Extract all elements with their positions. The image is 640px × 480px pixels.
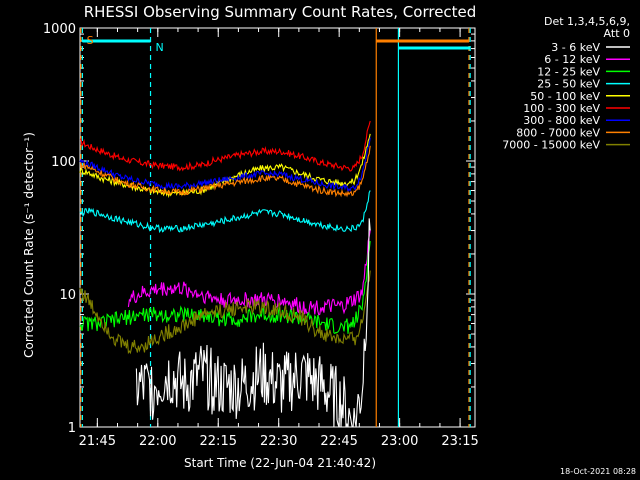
y-axis-label: Corrected Count Rate (s⁻¹ detector⁻¹) bbox=[22, 132, 36, 358]
y-tick-label: 100 bbox=[51, 155, 76, 170]
x-tick-label: 23:15 bbox=[441, 434, 478, 449]
legend-entry-label: 300 - 800 keV bbox=[523, 114, 600, 127]
series-line bbox=[127, 230, 371, 317]
legend-header-1: Det 1,3,4,5,6,9, bbox=[544, 15, 630, 28]
series-line bbox=[135, 218, 371, 428]
y-tick-label: 1000 bbox=[43, 22, 76, 37]
x-tick-label: 22:45 bbox=[320, 434, 357, 449]
series-line bbox=[79, 241, 371, 335]
series-line bbox=[79, 137, 371, 193]
y-axis-label-text: Corrected Count Rate (s⁻¹ detector⁻¹) bbox=[22, 132, 36, 358]
legend-entry-label: 7000 - 15000 keV bbox=[502, 139, 600, 152]
x-tick-label: 21:45 bbox=[79, 434, 116, 449]
legend-header-2: Att 0 bbox=[604, 27, 630, 40]
series-line bbox=[79, 190, 371, 234]
night-label: N bbox=[156, 41, 164, 54]
plot-area: 1 10 100 1000 21:45 22:00 22:15 22:30 22:45 23:00… bbox=[43, 22, 479, 449]
saa-label: S bbox=[87, 34, 94, 47]
series-line bbox=[80, 145, 371, 198]
y-tick-label: 1 bbox=[68, 421, 76, 436]
chart-title: RHESSI Observing Summary Count Rates, Co… bbox=[84, 3, 477, 21]
legend-entry-label: 6 - 12 keV bbox=[544, 53, 600, 66]
y-tick-label: 10 bbox=[59, 288, 76, 303]
legend-entry-label: 25 - 50 keV bbox=[537, 78, 600, 91]
legend-entry-label: 3 - 6 keV bbox=[551, 41, 600, 54]
legend-entry-label: 100 - 300 keV bbox=[523, 102, 600, 115]
x-tick-label: 22:30 bbox=[260, 434, 297, 449]
x-tick-label: 23:00 bbox=[381, 434, 418, 449]
series-line bbox=[79, 120, 371, 172]
x-tick-label: 22:15 bbox=[200, 434, 237, 449]
series-line bbox=[79, 270, 371, 355]
legend-entry-label: 50 - 100 keV bbox=[530, 90, 600, 103]
timestamp: 18-Oct-2021 08:28 bbox=[560, 467, 636, 476]
legend-entry-label: 12 - 25 keV bbox=[537, 65, 600, 78]
x-tick-label: 22:00 bbox=[139, 434, 176, 449]
x-axis-label: Start Time (22-Jun-04 21:40:42) bbox=[184, 456, 376, 470]
plot-frame bbox=[79, 27, 476, 428]
legend-entry-label: 800 - 7000 keV bbox=[516, 126, 600, 139]
